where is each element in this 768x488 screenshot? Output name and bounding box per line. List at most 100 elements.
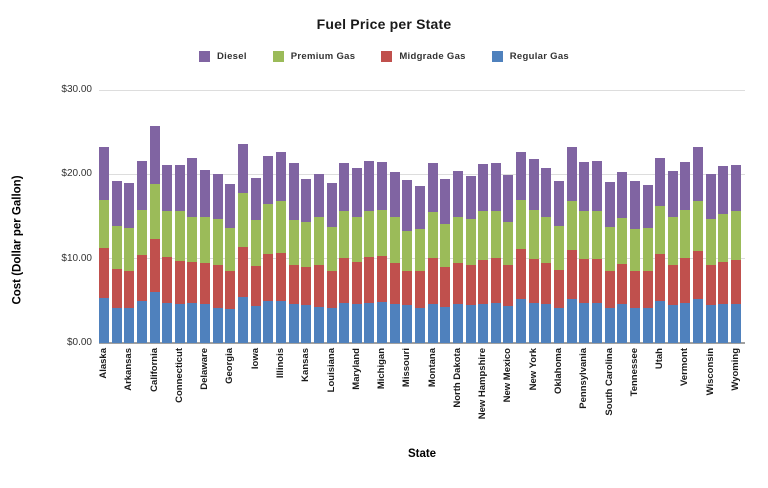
y-tick-label: $10.00 [61,252,92,264]
bar-segment-premium-gas [389,217,400,263]
bar-segment-midgrade-gas [389,262,400,305]
x-tick-label-montana: Montana [426,348,438,388]
bar-segment-regular-gas [427,304,438,343]
bar-mississippi [415,186,425,343]
bar-segment-premium-gas [554,225,565,270]
bar-segment-midgrade-gas [225,271,236,310]
bar-segment-premium-gas [604,226,615,271]
bar-segment-diesel [554,181,565,226]
x-tick-label-new-hampshire: New Hampshire [477,348,489,420]
legend-swatch-regular-gas [491,51,503,62]
bar-segment-diesel [174,165,185,211]
bar-segment-diesel [642,185,653,228]
legend-label: Midgrade Gas [399,51,466,62]
bar-segment-regular-gas [149,292,160,343]
x-tick-label-wisconsin: Wisconsin [704,348,716,396]
bar-segment-diesel [655,158,666,207]
bar-segment-premium-gas [718,214,729,263]
bar-segment-premium-gas [200,217,211,263]
bar-segment-midgrade-gas [111,268,122,308]
bar-segment-diesel [731,165,741,212]
bar-ohio [541,167,552,343]
bar-colorado [162,165,173,343]
bar-segment-premium-gas [162,210,173,257]
x-axis-title: State [407,448,437,460]
bar-segment-midgrade-gas [288,264,299,305]
bar-segment-midgrade-gas [591,258,602,304]
bar-segment-regular-gas [667,305,678,343]
bar-segment-premium-gas [225,227,236,272]
bar-segment-regular-gas [629,308,640,343]
bar-segment-diesel [187,158,198,218]
bar-illinois [275,152,286,343]
bar-california [149,126,160,343]
x-tick-label-maryland: Maryland [350,348,362,390]
bar-segment-midgrade-gas [415,271,425,309]
bar-segment-regular-gas [642,308,653,343]
bar-segment-premium-gas [339,211,350,258]
bar-segment-premium-gas [402,230,413,272]
bar-oklahoma [554,181,565,343]
bar-segment-regular-gas [465,305,476,343]
x-tick-label-new-mexico: New Mexico [502,348,514,403]
bar-segment-diesel [377,161,388,210]
bar-segment-midgrade-gas [642,270,653,309]
bar-segment-regular-gas [288,304,299,343]
bar-arkansas [124,182,135,343]
bar-segment-midgrade-gas [200,262,211,305]
bar-segment-premium-gas [452,216,463,263]
bar-segment-midgrade-gas [490,257,501,303]
x-tick-label-georgia: Georgia [224,348,236,384]
bar-segment-premium-gas [541,217,552,263]
bar-segment-midgrade-gas [263,253,274,301]
bar-segment-premium-gas [516,199,527,250]
x-tick-label-michigan: Michigan [376,348,388,390]
bar-segment-midgrade-gas [579,258,590,303]
bar-segment-diesel [364,160,375,211]
legend-item-regular-gas: Regular Gas [491,51,569,62]
chart-title: Fuel Price per State [316,16,452,32]
bar-segment-regular-gas [377,301,388,343]
bar-south-dakota [617,171,628,343]
bar-segment-regular-gas [389,304,400,343]
bar-pennsylvania [579,161,590,343]
bar-new-mexico [503,175,514,343]
bar-segment-regular-gas [99,298,109,343]
bar-segment-regular-gas [326,307,337,343]
gridline-30 [99,89,745,91]
bar-segment-diesel [718,165,729,214]
bar-segment-premium-gas [503,221,514,266]
bar-alaska [99,147,109,343]
legend-item-diesel: Diesel [198,51,247,62]
bar-segment-regular-gas [503,305,514,343]
bar-segment-diesel [541,167,552,218]
x-tick-label-south-carolina: South Carolina [603,348,615,416]
bar-segment-diesel [452,171,463,217]
bar-segment-regular-gas [124,308,135,343]
bar-georgia [225,183,236,343]
bar-segment-regular-gas [528,302,539,343]
bar-segment-regular-gas [516,299,527,343]
bar-iowa [250,177,261,343]
bar-segment-diesel [705,174,716,220]
bar-segment-regular-gas [402,305,413,343]
bar-segment-premium-gas [149,183,160,240]
bar-segment-premium-gas [705,219,716,265]
bar-segment-premium-gas [427,212,438,258]
y-tick-label: $0.00 [66,337,92,348]
bar-segment-regular-gas [693,299,704,343]
bar-arizona [136,160,147,343]
bar-new-hampshire [478,164,489,343]
bar-segment-regular-gas [313,306,324,343]
legend-swatch-diesel [198,51,210,62]
bar-segment-diesel [427,163,438,213]
bar-delaware [200,170,211,343]
bar-segment-premium-gas [465,219,476,266]
bar-segment-premium-gas [301,222,312,268]
bar-segment-regular-gas [566,299,577,343]
bar-segment-midgrade-gas [617,263,628,305]
bar-segment-premium-gas [263,203,274,254]
bar-segment-regular-gas [680,302,691,343]
bar-segment-regular-gas [440,306,451,343]
bar-segment-regular-gas [554,307,565,343]
